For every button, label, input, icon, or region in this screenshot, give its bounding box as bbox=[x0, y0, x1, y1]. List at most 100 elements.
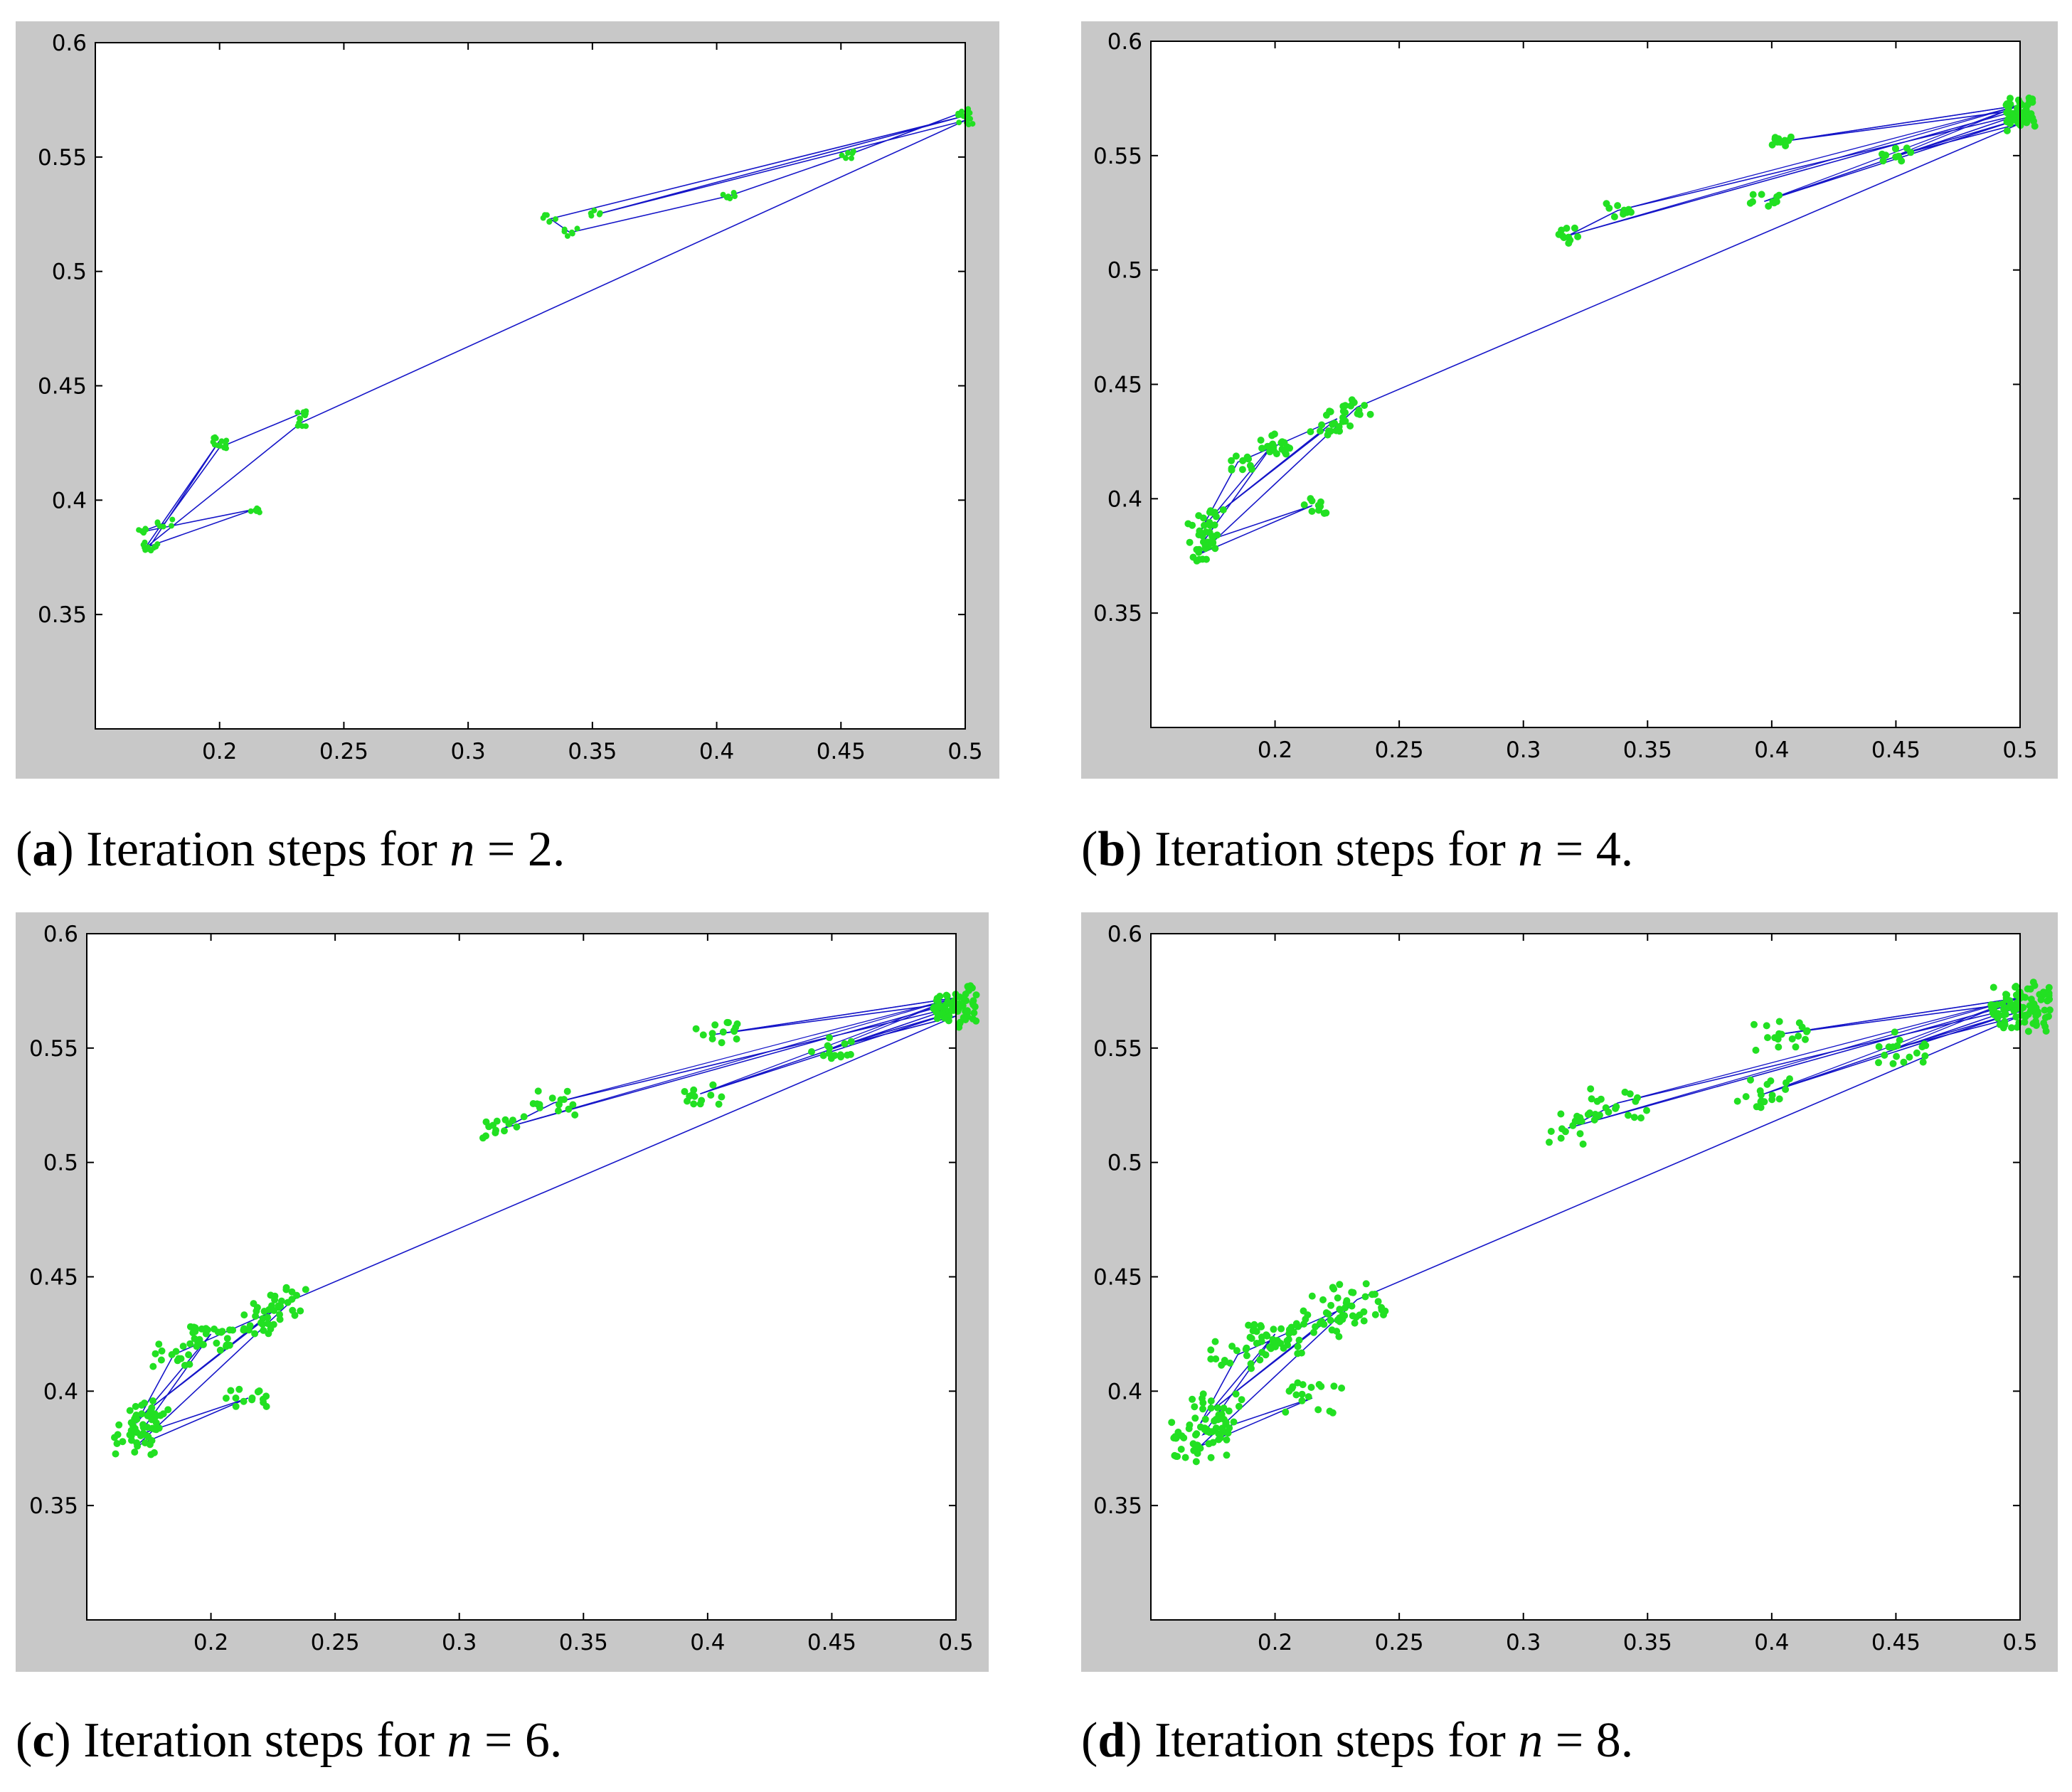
iterate-point bbox=[1906, 1053, 1913, 1061]
caption-end: . bbox=[552, 822, 565, 877]
iterate-point bbox=[850, 148, 856, 154]
iterate-point bbox=[715, 1100, 723, 1108]
iterate-point bbox=[1802, 1035, 1809, 1043]
iterate-point bbox=[1327, 408, 1334, 415]
iterate-point bbox=[223, 1335, 231, 1343]
iterate-point bbox=[1348, 396, 1356, 404]
iterate-point bbox=[1346, 422, 1354, 430]
x-tick-label: 0.25 bbox=[319, 739, 368, 764]
caption-var: n bbox=[1518, 822, 1544, 877]
caption-letter: b bbox=[1098, 822, 1126, 877]
iterate-point bbox=[1213, 1404, 1221, 1412]
iterate-point bbox=[267, 1291, 275, 1299]
iterate-point bbox=[1371, 1311, 1379, 1318]
iterate-point bbox=[824, 1042, 832, 1050]
iterate-point bbox=[1366, 410, 1374, 418]
iterate-point bbox=[1360, 1308, 1368, 1316]
iterate-point bbox=[972, 991, 980, 999]
iterate-point bbox=[1361, 402, 1369, 410]
iterate-point bbox=[1324, 427, 1332, 434]
iterate-point bbox=[574, 225, 580, 232]
iterate-point bbox=[132, 1402, 139, 1410]
iterate-point bbox=[690, 1100, 698, 1108]
iteration-segment bbox=[1779, 997, 2021, 1035]
iterate-point bbox=[1921, 1052, 1929, 1060]
iterate-point bbox=[1775, 1018, 1783, 1025]
x-tick-label: 0.2 bbox=[1258, 737, 1292, 763]
iterate-point bbox=[1200, 514, 1207, 522]
iterate-point bbox=[1211, 521, 1218, 529]
y-tick-label: 0.6 bbox=[52, 31, 87, 56]
iterate-point bbox=[1286, 444, 1294, 452]
iterate-point bbox=[1314, 1406, 1322, 1414]
iterate-point bbox=[1782, 142, 1790, 149]
chart-c: 0.2 0.25 0.3 0.35 0.4 0.45 0.5 0.35 0.4 0.45 0.5 0.… bbox=[29, 922, 980, 1655]
iterate-point bbox=[1186, 538, 1194, 546]
iterate-point bbox=[1230, 1418, 1238, 1426]
iterate-point bbox=[1588, 1095, 1595, 1103]
iterate-point bbox=[157, 1356, 165, 1364]
iterate-point bbox=[260, 1308, 268, 1315]
iterate-point bbox=[179, 1343, 187, 1350]
iterate-point bbox=[1207, 1346, 1215, 1354]
iterate-point bbox=[1268, 432, 1276, 439]
iterate-point bbox=[546, 219, 553, 225]
iterate-point bbox=[303, 423, 309, 430]
iterate-point bbox=[1889, 1043, 1897, 1051]
iterate-point bbox=[1172, 1452, 1180, 1460]
iterate-point bbox=[1989, 983, 1997, 991]
iterate-point bbox=[1361, 1293, 1369, 1301]
iterate-point bbox=[930, 1003, 938, 1011]
iterate-point bbox=[1881, 1051, 1888, 1059]
iterate-point bbox=[251, 1330, 259, 1338]
iterate-point bbox=[1330, 1382, 1338, 1390]
y-tick-label: 0.55 bbox=[38, 145, 87, 171]
iterate-point bbox=[1756, 1087, 1764, 1094]
iterate-point bbox=[169, 516, 176, 523]
x-tick-label: 0.45 bbox=[807, 1630, 856, 1655]
iterate-point bbox=[1174, 1429, 1182, 1436]
y-tick-label: 0.5 bbox=[1107, 258, 1142, 284]
iterate-point bbox=[1336, 1281, 1344, 1289]
iterate-point bbox=[720, 191, 726, 198]
y-tick-label: 0.45 bbox=[38, 374, 87, 400]
iterate-point bbox=[1307, 428, 1314, 436]
iterate-point bbox=[1773, 198, 1780, 206]
iterate-point bbox=[1191, 1414, 1199, 1422]
iterate-point bbox=[1333, 1328, 1341, 1335]
caption-end: . bbox=[549, 1713, 563, 1768]
x-tick-label: 0.5 bbox=[2002, 1630, 2037, 1655]
iterate-point bbox=[1305, 1393, 1312, 1401]
iterate-point bbox=[955, 1023, 963, 1031]
iterate-point bbox=[1327, 1316, 1334, 1324]
iterate-point bbox=[493, 1117, 501, 1125]
iterate-point bbox=[142, 1439, 149, 1446]
caption-eq: = bbox=[1555, 822, 1584, 877]
iterate-point bbox=[1270, 1326, 1277, 1333]
iterate-point bbox=[1300, 501, 1308, 508]
iterate-point bbox=[240, 1311, 248, 1319]
iterate-point bbox=[1750, 1020, 1758, 1028]
y-tick-label: 0.35 bbox=[38, 602, 87, 628]
x-tick-label: 0.35 bbox=[1623, 737, 1672, 763]
iterate-point bbox=[1280, 439, 1288, 447]
iterate-point bbox=[1605, 1108, 1613, 1116]
iterate-point bbox=[965, 122, 972, 127]
iterate-point bbox=[1272, 1343, 1279, 1350]
iterate-point bbox=[681, 1088, 689, 1095]
iterate-point bbox=[1782, 1086, 1790, 1093]
iterate-point bbox=[534, 1087, 542, 1095]
iterate-point bbox=[1775, 1030, 1783, 1038]
iterate-point bbox=[942, 991, 950, 999]
x-tick-label: 0.25 bbox=[1375, 1630, 1424, 1655]
iterate-point bbox=[142, 526, 149, 532]
iterate-point bbox=[1273, 450, 1280, 458]
iterate-point bbox=[1378, 1303, 1386, 1311]
iterate-point bbox=[1192, 1458, 1200, 1466]
iterate-point bbox=[1257, 437, 1265, 444]
iterate-point bbox=[1900, 1058, 1908, 1066]
iterate-point bbox=[1765, 202, 1773, 210]
iterate-point bbox=[718, 1093, 726, 1101]
iterate-point bbox=[1193, 545, 1201, 553]
iterate-point bbox=[302, 1286, 309, 1294]
